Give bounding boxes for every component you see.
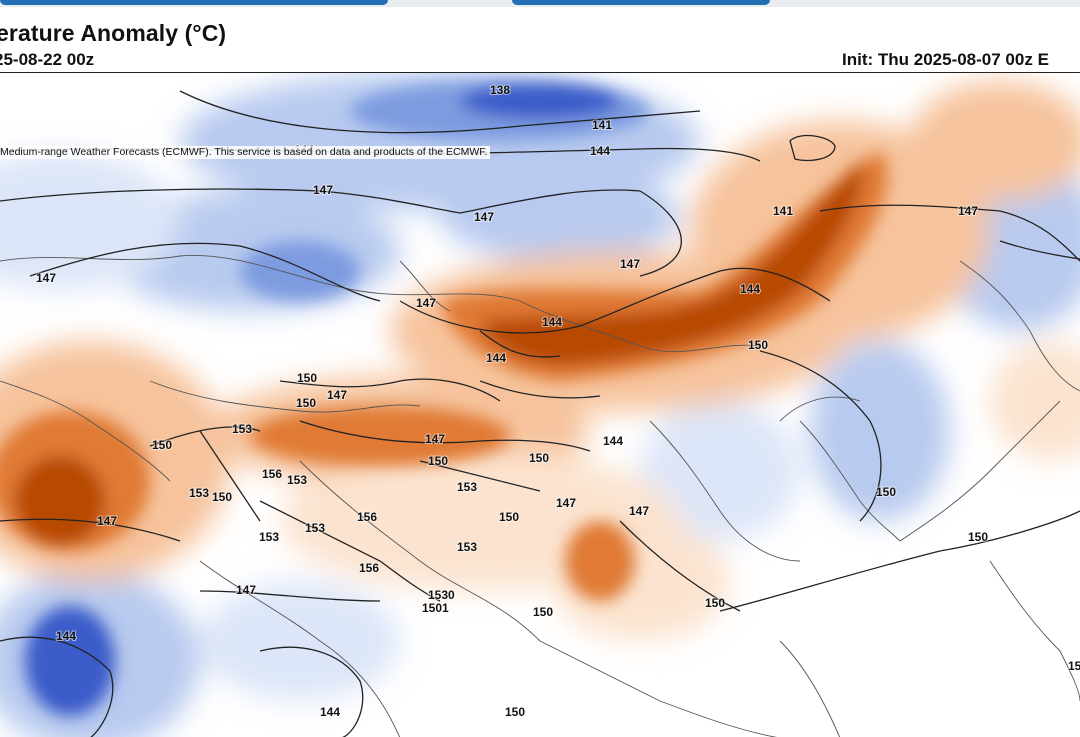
init-time: Init: Thu 2025-08-07 00z E xyxy=(842,50,1049,69)
contour-label: 153 xyxy=(305,521,325,535)
contour-labels: 138 141 144 144 147 147 147 147 141 147 147 144 144 1… xyxy=(35,82,1080,720)
contour-label: 141 xyxy=(592,118,612,132)
contour-label: 144 xyxy=(56,629,76,643)
contour-label: 150 xyxy=(968,530,988,544)
contour-label: 150 xyxy=(748,338,768,352)
contour-label: 144 xyxy=(486,351,506,365)
contour-label: 147 xyxy=(313,183,333,197)
contour-label: 1530 xyxy=(428,588,455,602)
anomaly-shading-strong xyxy=(0,81,888,716)
contour-label: 1501 xyxy=(422,601,449,615)
contour-label: 147 xyxy=(958,204,978,218)
contour-label: 150 xyxy=(705,596,725,610)
contour-label: 153 xyxy=(232,422,252,436)
contour-label: 147 xyxy=(556,496,576,510)
contour-label: 144 xyxy=(320,705,340,719)
anomaly-map[interactable]: 138 141 144 144 147 147 147 147 141 147 147 144 144 1… xyxy=(0,72,1080,737)
contour-label: 144 xyxy=(590,144,610,158)
contour-label: 144 xyxy=(542,315,562,329)
tab-right[interactable] xyxy=(512,0,770,5)
contour-label: 153 xyxy=(457,540,477,554)
contour-label: 147 xyxy=(416,296,436,310)
tab-left[interactable] xyxy=(0,0,388,5)
contour-label: 150 xyxy=(499,510,519,524)
contour-label: 147 xyxy=(620,257,640,271)
contour-label: 156 xyxy=(357,510,377,524)
contour-label: 156 xyxy=(262,467,282,481)
contour-label: 141 xyxy=(773,204,793,218)
contour-label: 147 xyxy=(474,210,494,224)
contour-label: 147 xyxy=(36,271,56,285)
contour-label: 153 xyxy=(259,530,279,544)
contour-label: 144 xyxy=(603,434,623,448)
attribution-text: Medium-range Weather Forecasts (ECMWF). … xyxy=(0,146,491,159)
anomaly-shading-light xyxy=(0,73,1080,737)
contour-label: 147 xyxy=(327,388,347,402)
contour-label: 153 xyxy=(189,486,209,500)
valid-time: 25-08-22 00z xyxy=(0,50,95,69)
contour-label: 147 xyxy=(97,514,117,528)
contour-label: 150 xyxy=(876,485,896,499)
contour-label: 147 xyxy=(425,432,445,446)
contour-label: 150 xyxy=(505,705,525,719)
contour-label: 15 xyxy=(1068,659,1080,673)
contour-label: 150 xyxy=(428,454,448,468)
contour-label: 150 xyxy=(152,438,172,452)
contour-label: 150 xyxy=(212,490,232,504)
contour-label: 147 xyxy=(236,583,256,597)
contour-label: 138 xyxy=(490,83,510,97)
contour-label: 150 xyxy=(296,396,316,410)
contour-label: 150 xyxy=(533,605,553,619)
contour-label: 153 xyxy=(457,480,477,494)
contour-label: 153 xyxy=(287,473,307,487)
chart-title: erature Anomaly (°C) xyxy=(0,20,227,46)
contour-label: 147 xyxy=(629,504,649,518)
contour-label: 150 xyxy=(529,451,549,465)
contour-label: 156 xyxy=(359,561,379,575)
contour-label: 144 xyxy=(740,282,760,296)
contour-label: 150 xyxy=(297,371,317,385)
tab-strip xyxy=(0,0,1080,7)
map-canvas: 138 141 144 144 147 147 147 147 141 147 147 144 144 1… xyxy=(0,73,1080,737)
